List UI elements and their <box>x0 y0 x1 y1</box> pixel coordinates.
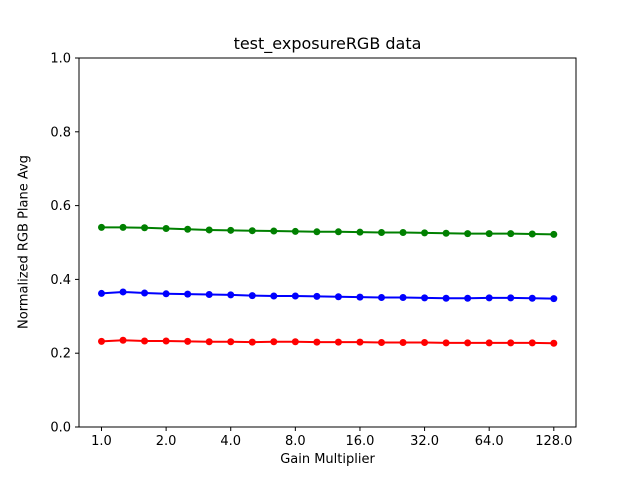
data-point-red-plane <box>464 339 472 347</box>
data-point-green-plane <box>377 229 385 237</box>
data-point-blue-plane <box>528 294 536 302</box>
data-point-red-plane <box>270 338 278 346</box>
data-point-red-plane <box>205 338 213 346</box>
data-point-red-plane <box>227 338 235 346</box>
data-point-green-plane <box>205 226 213 234</box>
data-point-red-plane <box>507 339 515 347</box>
data-point-green-plane <box>550 230 558 238</box>
data-point-blue-plane <box>291 292 299 300</box>
data-point-green-plane <box>421 229 429 237</box>
y-tick-label: 0.8 <box>50 125 71 140</box>
data-point-green-plane <box>313 228 321 236</box>
data-point-red-plane <box>334 338 342 346</box>
data-point-green-plane <box>248 227 256 235</box>
data-point-green-plane <box>356 228 364 236</box>
x-tick-label: 2.0 <box>156 434 177 449</box>
x-tick-label: 32.0 <box>410 434 439 449</box>
data-point-red-plane <box>313 338 321 346</box>
data-point-blue-plane <box>399 293 407 301</box>
data-point-blue-plane <box>334 293 342 301</box>
x-tick-label: 64.0 <box>475 434 504 449</box>
data-point-green-plane <box>270 227 278 235</box>
x-tick-label: 128.0 <box>535 434 572 449</box>
data-point-red-plane <box>184 337 192 345</box>
x-tick-label: 8.0 <box>285 434 306 449</box>
data-point-blue-plane <box>464 294 472 302</box>
data-point-green-plane <box>442 229 450 237</box>
data-point-red-plane <box>442 339 450 347</box>
data-point-green-plane <box>528 230 536 238</box>
data-point-blue-plane <box>184 290 192 298</box>
data-point-blue-plane <box>550 295 558 303</box>
data-point-green-plane <box>162 224 170 232</box>
data-point-blue-plane <box>377 293 385 301</box>
data-point-green-plane <box>507 230 515 238</box>
data-point-green-plane <box>98 223 105 231</box>
data-point-green-plane <box>399 229 407 237</box>
data-point-red-plane <box>485 339 493 347</box>
x-axis-label: Gain Multiplier <box>280 452 375 467</box>
data-point-green-plane <box>184 225 192 233</box>
plot-line-blue-plane <box>100 290 555 300</box>
y-tick-label: 0.4 <box>50 273 71 288</box>
data-point-blue-plane <box>162 290 170 298</box>
data-point-red-plane <box>119 336 127 344</box>
data-point-blue-plane <box>141 289 149 297</box>
data-point-green-plane <box>334 228 342 236</box>
data-point-blue-plane <box>421 294 429 302</box>
y-tick-label: 1.0 <box>50 52 71 67</box>
y-tick-label: 0.6 <box>50 199 71 214</box>
data-point-blue-plane <box>442 294 450 302</box>
data-point-red-plane <box>162 337 170 345</box>
data-point-red-plane <box>550 339 558 347</box>
data-point-red-plane <box>98 337 105 345</box>
data-point-red-plane <box>399 338 407 346</box>
axes-frame <box>78 57 577 428</box>
data-point-blue-plane <box>205 291 213 299</box>
data-point-blue-plane <box>270 292 278 300</box>
data-point-green-plane <box>464 230 472 238</box>
data-point-green-plane <box>119 223 127 231</box>
data-point-green-plane <box>141 224 149 232</box>
chart-title: test_exposureRGB data <box>233 34 422 53</box>
data-point-green-plane <box>485 230 493 238</box>
y-tick-label: 0.2 <box>50 347 71 362</box>
x-tick-label: 1.0 <box>91 434 112 449</box>
data-point-red-plane <box>377 338 385 346</box>
data-point-blue-plane <box>313 292 321 300</box>
data-point-green-plane <box>227 226 235 234</box>
plot-line-green-plane <box>100 226 555 236</box>
plot-line-red-plane <box>100 339 555 345</box>
x-tick-label: 16.0 <box>345 434 374 449</box>
data-point-blue-plane <box>485 294 493 302</box>
data-point-red-plane <box>248 338 256 346</box>
data-point-blue-plane <box>119 288 127 296</box>
data-point-red-plane <box>291 338 299 346</box>
data-point-blue-plane <box>356 293 364 301</box>
data-point-blue-plane <box>507 294 515 302</box>
data-point-green-plane <box>291 227 299 235</box>
data-point-blue-plane <box>248 292 256 300</box>
data-point-red-plane <box>528 339 536 347</box>
data-point-red-plane <box>421 338 429 346</box>
data-point-red-plane <box>356 338 364 346</box>
data-point-red-plane <box>141 337 149 345</box>
y-tick-label: 0.0 <box>50 421 71 436</box>
data-point-blue-plane <box>227 291 235 299</box>
x-tick-label: 4.0 <box>220 434 241 449</box>
data-point-blue-plane <box>98 289 105 297</box>
